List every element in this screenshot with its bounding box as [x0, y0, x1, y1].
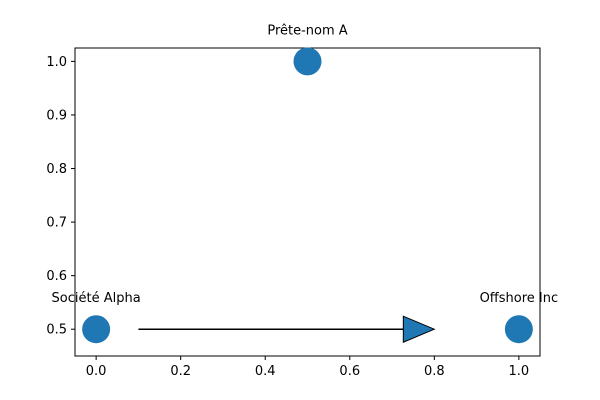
data-point	[293, 47, 322, 76]
y-tick-label: 0.8	[46, 162, 67, 177]
point-label: Offshore Inc	[480, 291, 559, 306]
plot-area: 0.0 0.2 0.4 0.6 0.8 1.0 0.5 0.6 0.7 0.8 0.9 1.0 Soci…	[46, 23, 558, 379]
y-tick-label: 0.7	[46, 216, 67, 231]
x-tick-label: 0.6	[339, 364, 360, 379]
point-label: Prête-nom A	[267, 23, 347, 38]
data-point	[504, 315, 533, 344]
x-tick-label: 1.0	[509, 364, 530, 379]
y-tick-label: 0.6	[46, 269, 67, 284]
y-tick-label: 0.5	[46, 323, 67, 338]
x-tick-label: 0.2	[170, 364, 191, 379]
y-tick-label: 1.0	[46, 55, 67, 70]
arrow-head	[402, 315, 436, 343]
x-tick-label: 0.4	[255, 364, 276, 379]
x-tick-label: 0.8	[424, 364, 445, 379]
data-point	[82, 315, 111, 344]
y-tick-label: 0.9	[46, 108, 67, 123]
point-label: Société Alpha	[52, 291, 141, 306]
x-tick-label: 0.0	[86, 364, 107, 379]
